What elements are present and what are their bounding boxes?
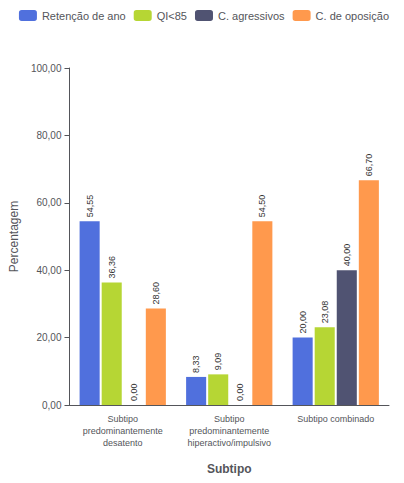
svg-text:20,00: 20,00 — [36, 332, 61, 343]
svg-text:Subtipo: Subtipo — [214, 414, 245, 424]
svg-text:66,70: 66,70 — [364, 154, 374, 177]
svg-text:Percentagem: Percentagem — [7, 201, 21, 272]
svg-text:40,00: 40,00 — [342, 244, 352, 267]
svg-text:20,00: 20,00 — [298, 311, 308, 334]
svg-text:8,33: 8,33 — [191, 355, 201, 373]
svg-text:23,08: 23,08 — [320, 301, 330, 324]
svg-text:desatento: desatento — [103, 438, 143, 448]
svg-text:C. agressivos: C. agressivos — [218, 10, 285, 22]
svg-text:9,09: 9,09 — [213, 353, 223, 371]
svg-text:54,50: 54,50 — [257, 195, 267, 218]
svg-text:0,00: 0,00 — [129, 383, 139, 401]
svg-text:Retenção de ano: Retenção de ano — [42, 10, 126, 22]
svg-text:28,60: 28,60 — [151, 282, 161, 305]
svg-text:predominantemente: predominantemente — [189, 426, 269, 436]
svg-text:40,00: 40,00 — [36, 265, 61, 276]
svg-text:54,55: 54,55 — [85, 195, 95, 218]
svg-text:Subtipo: Subtipo — [107, 414, 138, 424]
svg-text:0,00: 0,00 — [235, 383, 245, 401]
svg-text:QI<85: QI<85 — [157, 10, 187, 22]
svg-text:C. de oposição: C. de oposição — [316, 10, 389, 22]
svg-text:hiperactivo/impulsivo: hiperactivo/impulsivo — [187, 438, 271, 448]
svg-text:60,00: 60,00 — [36, 197, 61, 208]
svg-text:predominantemente: predominantemente — [83, 426, 163, 436]
svg-text:Subtipo combinado: Subtipo combinado — [297, 414, 374, 424]
svg-text:100,00: 100,00 — [31, 63, 62, 74]
svg-text:0,00: 0,00 — [42, 400, 62, 411]
svg-text:Subtipo: Subtipo — [207, 462, 252, 476]
svg-text:36,36: 36,36 — [107, 256, 117, 279]
svg-text:80,00: 80,00 — [36, 130, 61, 141]
